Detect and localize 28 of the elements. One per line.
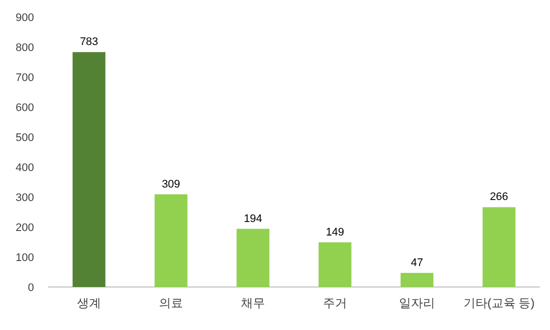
y-tick-label: 0 (28, 282, 34, 294)
data-label: 194 (244, 212, 262, 225)
y-tick-label: 400 (16, 162, 34, 174)
y-tick-label: 700 (16, 72, 34, 84)
x-tick-label: 채무 (241, 296, 265, 310)
bar (72, 52, 106, 287)
x-tick-label: 기타(교육 등) (463, 296, 535, 310)
bar (482, 207, 516, 287)
y-tick-label: 500 (16, 132, 34, 144)
y-tick-label: 200 (16, 222, 34, 234)
bar (400, 272, 434, 287)
data-label: 47 (410, 256, 424, 269)
data-label: 149 (326, 226, 344, 238)
x-tick-label: 생계 (77, 296, 101, 310)
y-tick-label: 100 (16, 252, 34, 264)
bar (154, 194, 188, 287)
x-tick-label: 주거 (323, 296, 347, 310)
bar (318, 242, 352, 287)
y-tick-label: 800 (16, 42, 34, 54)
data-label: 309 (162, 178, 180, 190)
data-label: 783 (80, 36, 98, 48)
bar (236, 228, 270, 287)
y-tick-label: 600 (16, 102, 34, 114)
y-tick-label: 300 (16, 192, 34, 204)
y-tick-label: 900 (16, 12, 34, 24)
x-tick-label: 의료 (159, 296, 183, 310)
x-tick-label: 일자리 (399, 296, 435, 310)
data-label: 266 (490, 191, 508, 204)
